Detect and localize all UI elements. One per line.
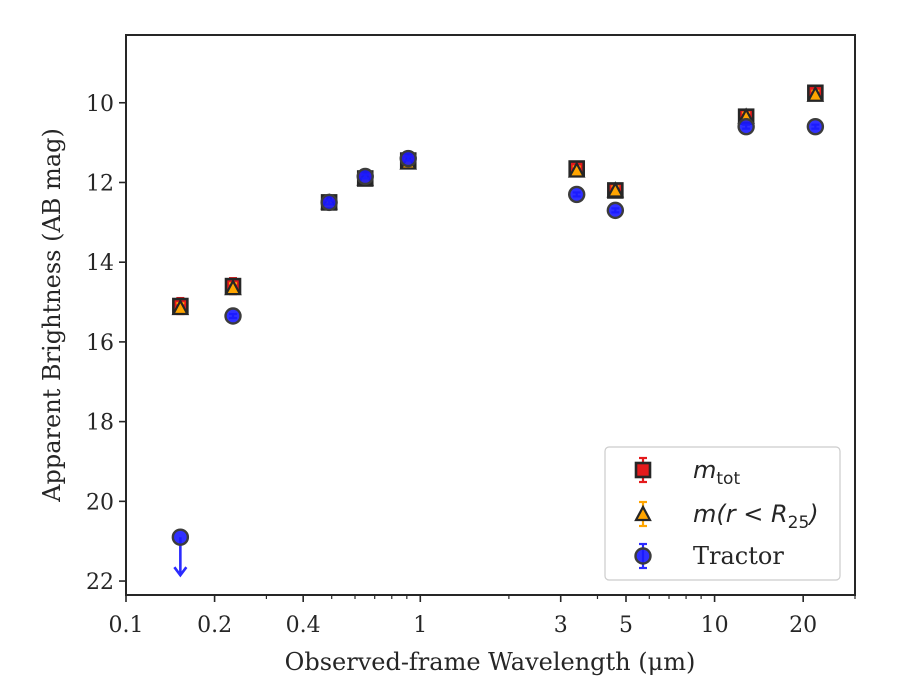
- data-point-1-1: [224, 278, 242, 296]
- data-point-2-2: [320, 193, 338, 212]
- series-2: [171, 117, 825, 578]
- upper-limit-arrow-2-0: [173, 566, 188, 578]
- x-tick-label-6: 10: [701, 613, 729, 638]
- data-point-1-8: [806, 85, 825, 102]
- legend: mtot m(r < R25) Tractor: [604, 446, 841, 581]
- x-axis-label: Observed-frame Wavelength (μm): [285, 648, 696, 676]
- plot-layer: [171, 84, 825, 578]
- y-tick-label-2: 14: [86, 251, 114, 276]
- y-tick-label-0: 10: [86, 92, 114, 117]
- data-point-2-7: [737, 117, 755, 136]
- data-point-2-0: [171, 528, 190, 546]
- plot-frame: [125, 34, 856, 596]
- data-point-1-5: [567, 161, 586, 178]
- y-tick-label-5: 20: [86, 490, 114, 515]
- data-point-1-6: [606, 181, 625, 198]
- legend-marker-2: [634, 547, 652, 565]
- y-tick-label-3: 16: [86, 331, 114, 356]
- y-axis: 10 12 14 16 18 20 22: [86, 92, 126, 595]
- series-1: [171, 85, 825, 316]
- x-tick-label-5: 5: [619, 613, 633, 638]
- y-tick-label-1: 12: [86, 171, 114, 196]
- data-point-2-6: [606, 201, 625, 220]
- y-tick-label-4: 18: [86, 411, 114, 436]
- x-axis: 0.1 0.2 0.4 1 3 5 10 20: [109, 595, 856, 638]
- data-point-2-5: [568, 185, 586, 204]
- x-tick-label-0: 0.1: [109, 613, 144, 638]
- x-tick-label-4: 3: [554, 613, 568, 638]
- legend-label-2: Tractor: [693, 542, 784, 570]
- legend-marker-1: [634, 504, 652, 522]
- legend-entry-2: Tractor: [634, 542, 784, 570]
- legend-marker-0: [634, 461, 652, 479]
- legend-box: [604, 446, 841, 581]
- data-point-1-0: [171, 298, 190, 316]
- data-point-2-1: [224, 307, 242, 325]
- x-tick-label-1: 0.2: [197, 613, 232, 638]
- y-tick-label-6: 22: [86, 570, 114, 595]
- x-tick-label-7: 20: [789, 613, 817, 638]
- legend-entry-1: m(r < R25): [634, 500, 819, 533]
- data-point-2-3: [356, 167, 374, 186]
- x-tick-label-3: 1: [413, 613, 427, 638]
- legend-label-0: mtot: [693, 456, 740, 489]
- series-0: [172, 84, 824, 316]
- legend-entry-0: mtot: [634, 456, 740, 489]
- y-axis-label: Apparent Brightness (AB mag): [38, 128, 66, 503]
- x-tick-label-2: 0.4: [286, 613, 321, 638]
- data-point-2-4: [399, 149, 417, 168]
- legend-label-1: m(r < R25): [693, 500, 819, 533]
- data-point-2-8: [806, 117, 825, 136]
